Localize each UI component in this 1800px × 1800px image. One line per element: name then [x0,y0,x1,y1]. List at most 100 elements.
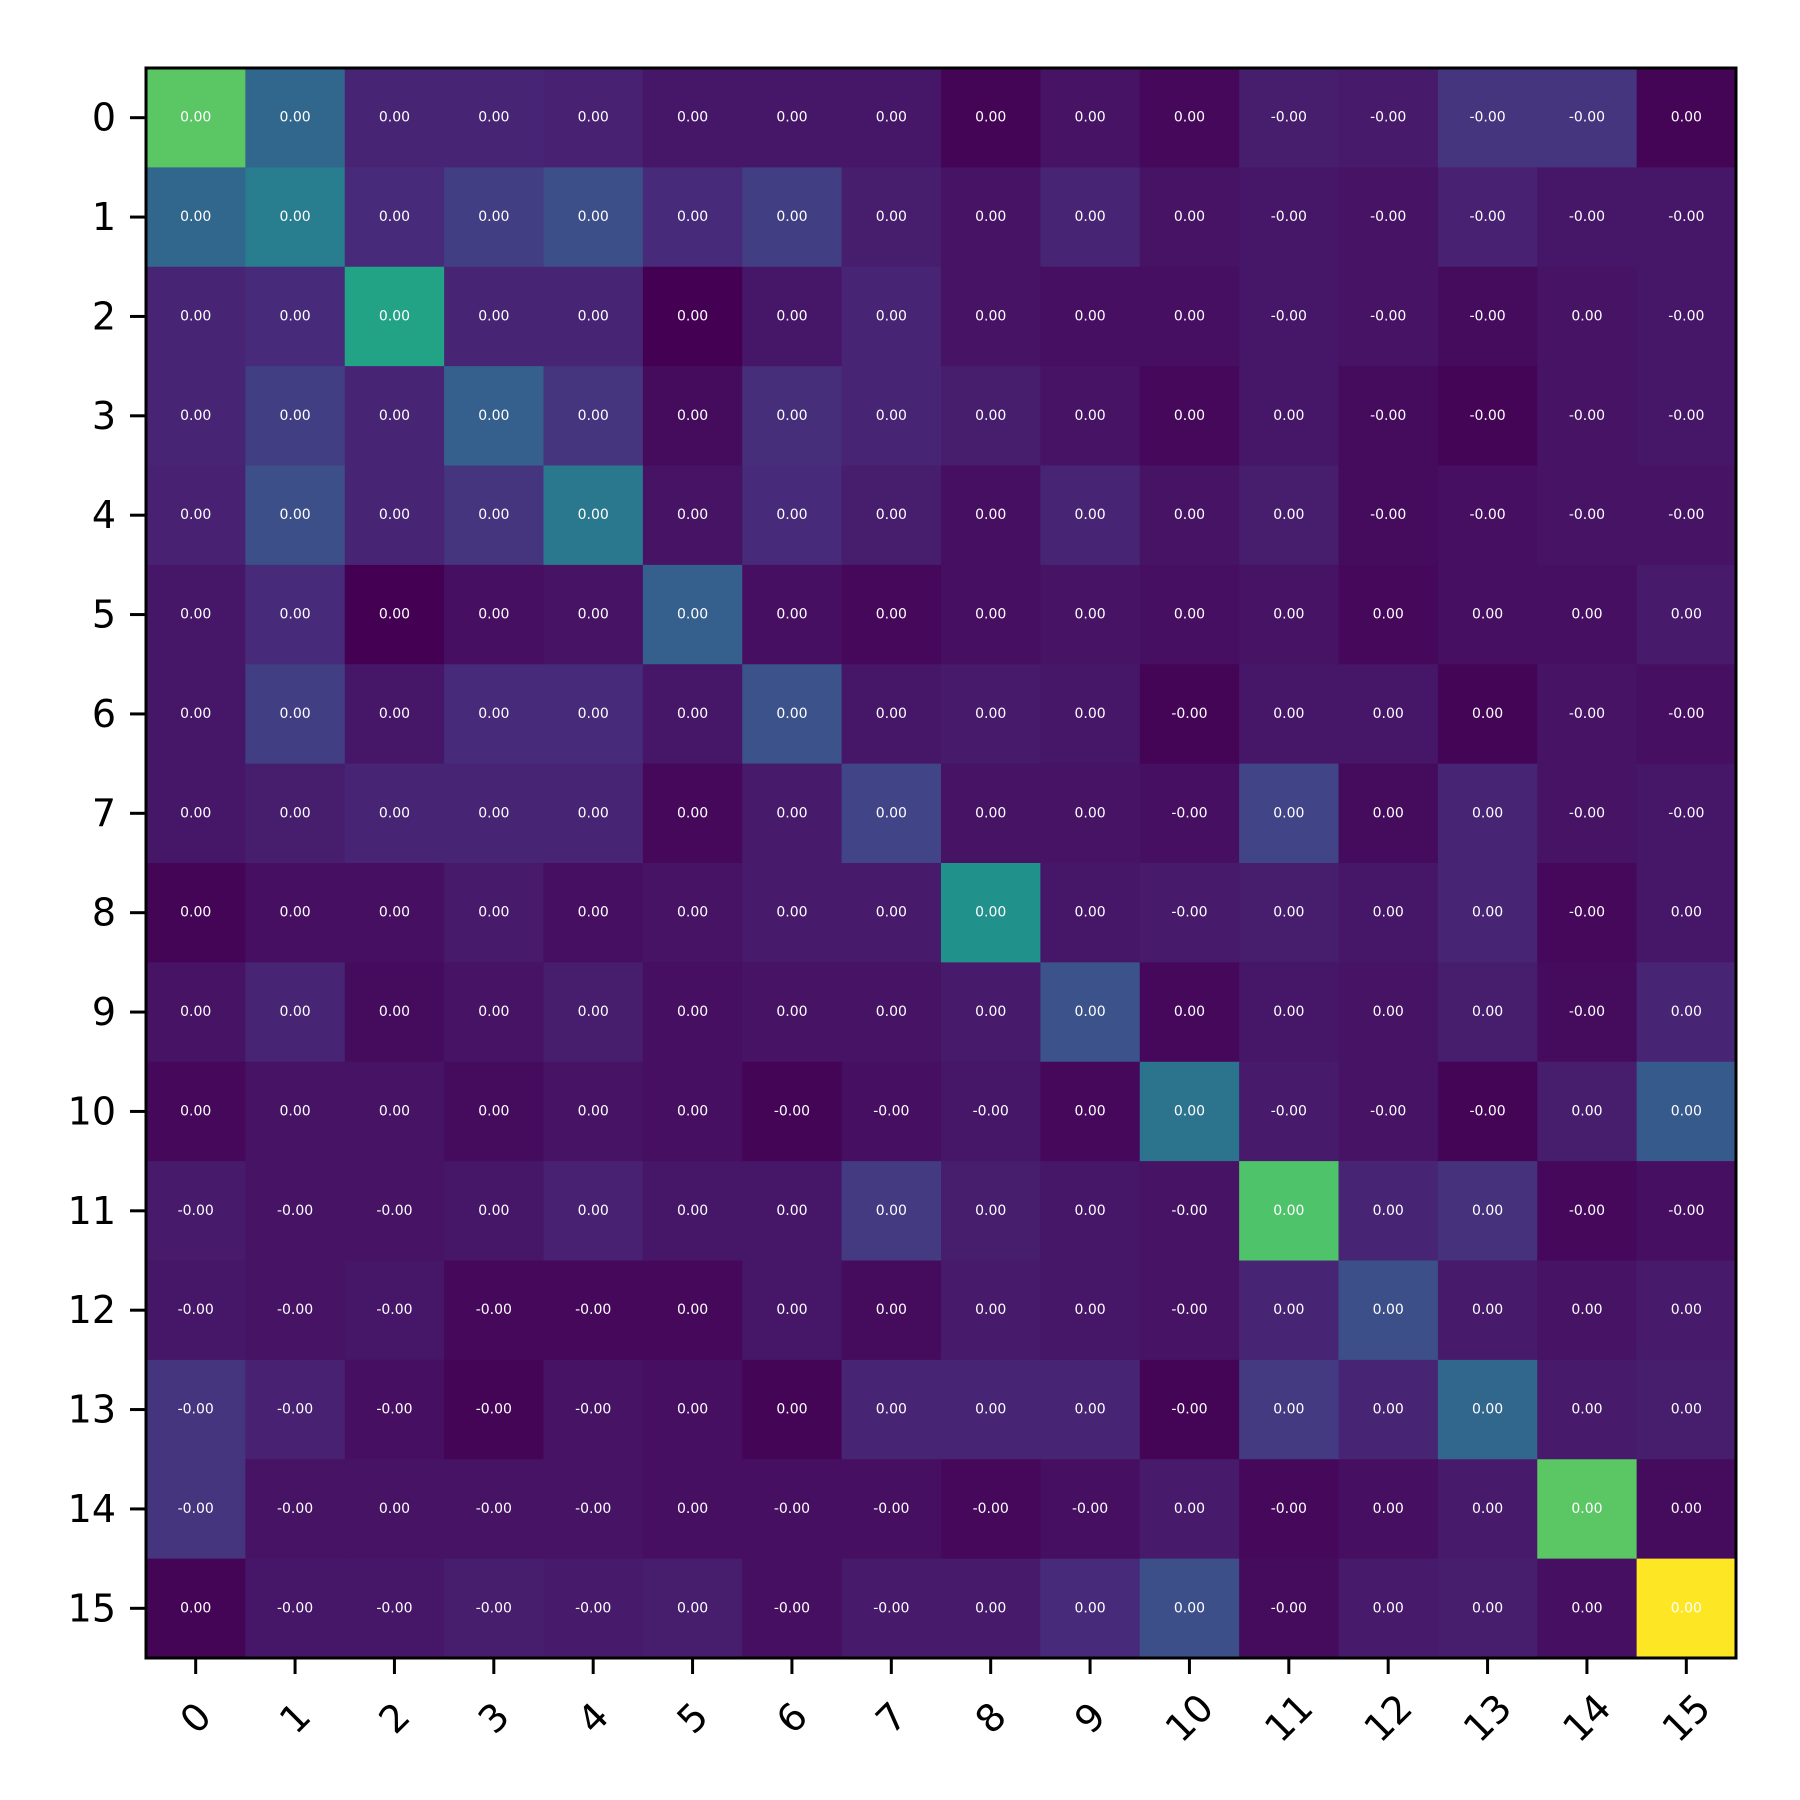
cell-value-label: 0.00 [279,805,310,821]
cell-value-label: 0.00 [876,1402,907,1418]
heatmap-cell [841,1161,942,1261]
heatmap-cell [245,664,346,765]
cell-value-label: 0.00 [1074,1302,1105,1318]
cell-value-label: 0.00 [1074,1103,1105,1119]
heatmap-cell [444,564,544,665]
heatmap-cell [1437,366,1538,466]
heatmap-cell [1437,564,1538,665]
heatmap-cell [1139,1359,1240,1460]
heatmap-cell [543,366,644,466]
cell-value-label: 0.00 [578,1203,609,1219]
heatmap-cell [1338,1061,1439,1162]
heatmap-cell [742,1260,843,1361]
heatmap-cell [941,664,1041,765]
cell-value-label: 0.00 [677,1501,708,1517]
cell-value-label: 0.00 [1671,905,1702,921]
x-tick-label: 3 [470,1694,518,1742]
cell-value-label: 0.00 [1671,1402,1702,1418]
cell-value-label: 0.00 [478,706,509,722]
cell-value-label: 0.00 [578,209,609,225]
heatmap-cell [1338,763,1439,864]
heatmap-cell [941,266,1041,367]
heatmap-cell [1139,863,1240,963]
heatmap-cell [245,167,346,268]
cell-value-label: 0.00 [1174,308,1205,324]
heatmap-cell [742,167,843,268]
heatmap-cell [543,664,644,765]
cell-value-label: 0.00 [379,110,410,126]
heatmap-cell [146,763,246,864]
heatmap-cell [1239,366,1339,466]
cell-value-label: 0.00 [180,1600,211,1616]
heatmap-cell [1239,465,1339,566]
cell-value-label: 0.00 [180,408,211,424]
cell-value-label: 0.00 [1671,110,1702,126]
cell-value-label: 0.00 [975,706,1006,722]
heatmap-cell [1139,68,1240,168]
heatmap-cell [1537,1359,1638,1460]
cell-value-label: -0.00 [1370,110,1406,126]
heatmap-cell [1537,863,1638,963]
heatmap-cell [1040,1260,1141,1361]
heatmap-cell [1636,68,1737,168]
heatmap-cell [543,266,644,367]
cell-value-label: -0.00 [575,1501,611,1517]
cell-value-label: 0.00 [578,408,609,424]
cell-value-label: 0.00 [1273,1004,1304,1020]
cell-value-label: -0.00 [1271,1103,1307,1119]
cell-value-label: -0.00 [476,1402,512,1418]
heatmap-cell [1040,1061,1141,1162]
cell-value-label: 0.00 [677,905,708,921]
x-tick-label: 5 [668,1694,716,1742]
cell-value-label: 0.00 [677,110,708,126]
heatmap-cell [1338,1459,1439,1560]
heatmap-cell [444,962,544,1063]
cell-value-label: 0.00 [1373,805,1404,821]
cell-value-label: -0.00 [1469,308,1505,324]
cell-value-label: 0.00 [1671,1501,1702,1517]
heatmap-cell [841,1558,942,1659]
cell-value-label: 0.00 [1671,1004,1702,1020]
cell-value-label: 0.00 [1373,607,1404,623]
heatmap-cell [1338,465,1439,566]
heatmap-cell [1040,266,1141,367]
x-tick-label: 9 [1066,1694,1114,1742]
heatmap-cell [1239,1061,1339,1162]
cell-value-label: 0.00 [1174,1600,1205,1616]
cell-value-label: 0.00 [1472,607,1503,623]
cell-value-label: 0.00 [379,408,410,424]
heatmap-cell [1537,465,1638,566]
cell-value-label: -0.00 [973,1103,1009,1119]
heatmap-cell [1139,1558,1240,1659]
heatmap-cell [146,1359,246,1460]
cell-value-label: 0.00 [1472,706,1503,722]
heatmap-cell [1636,1061,1737,1162]
cell-value-label: -0.00 [376,1600,412,1616]
cell-value-label: 0.00 [677,1103,708,1119]
cell-value-label: 0.00 [876,209,907,225]
cell-value-label: -0.00 [575,1600,611,1616]
cell-value-label: -0.00 [873,1501,909,1517]
cell-value-label: -0.00 [376,1203,412,1219]
heatmap-cell [1139,167,1240,268]
heatmap-cell [245,266,346,367]
heatmap-cell [1139,1260,1240,1361]
heatmap-cell [642,465,743,566]
cell-value-label: -0.00 [1370,1103,1406,1119]
cell-value-label: 0.00 [1472,1004,1503,1020]
heatmap-cell [344,863,445,963]
cell-value-label: 0.00 [1273,706,1304,722]
cell-value-label: -0.00 [873,1600,909,1616]
cell-value-label: -0.00 [1370,209,1406,225]
cell-value-label: 0.00 [1074,110,1105,126]
heatmap-cell [1040,564,1141,665]
heatmap-cell [1537,1260,1638,1361]
heatmap-cell [742,465,843,566]
cell-value-label: 0.00 [578,1103,609,1119]
cell-value-label: -0.00 [1370,308,1406,324]
heatmap-cell [742,68,843,168]
heatmap-cell [841,465,942,566]
cell-value-label: 0.00 [1074,308,1105,324]
cell-value-label: -0.00 [575,1402,611,1418]
cell-value-label: 0.00 [578,805,609,821]
